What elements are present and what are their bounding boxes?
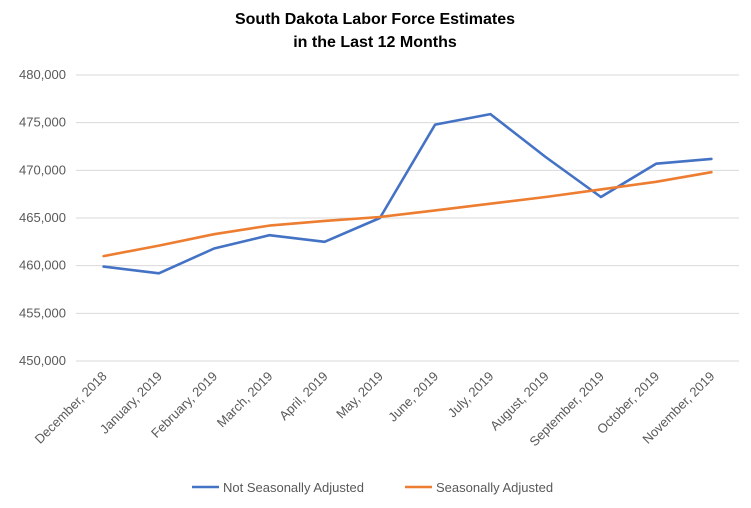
plot-area bbox=[102, 112, 713, 275]
y-tick-label: 475,000 bbox=[19, 115, 66, 130]
x-tick-label: December, 2018 bbox=[32, 369, 110, 447]
x-tick-label: April, 2019 bbox=[276, 369, 331, 424]
y-tick-label: 470,000 bbox=[19, 162, 66, 177]
legend: Not Seasonally Adjusted Seasonally Adjust… bbox=[192, 480, 553, 495]
legend-entry: Seasonally Adjusted bbox=[436, 480, 553, 495]
chart-subtitle: in the Last 12 Months bbox=[293, 34, 457, 51]
y-tick-label: 455,000 bbox=[19, 305, 66, 320]
chart-title: South Dakota Labor Force Estimates bbox=[235, 11, 515, 28]
x-tick-label: May, 2019 bbox=[333, 369, 386, 422]
x-tick-label: March, 2019 bbox=[214, 369, 276, 431]
y-axis: 450,000 455,000 460,000 465,000 470,000 475,0… bbox=[19, 67, 66, 368]
y-tick-label: 450,000 bbox=[19, 353, 66, 368]
gridlines bbox=[76, 74, 739, 362]
y-tick-label: 465,000 bbox=[19, 210, 66, 225]
series-line-seasonally-adjusted bbox=[102, 170, 713, 258]
x-tick-label: June, 2019 bbox=[385, 369, 441, 425]
legend-entry: Not Seasonally Adjusted bbox=[223, 480, 364, 495]
series-line-not-seasonally-adjusted bbox=[102, 112, 713, 275]
x-tick-label: July, 2019 bbox=[445, 369, 497, 421]
y-tick-label: 460,000 bbox=[19, 258, 66, 273]
y-tick-label: 480,000 bbox=[19, 67, 66, 82]
